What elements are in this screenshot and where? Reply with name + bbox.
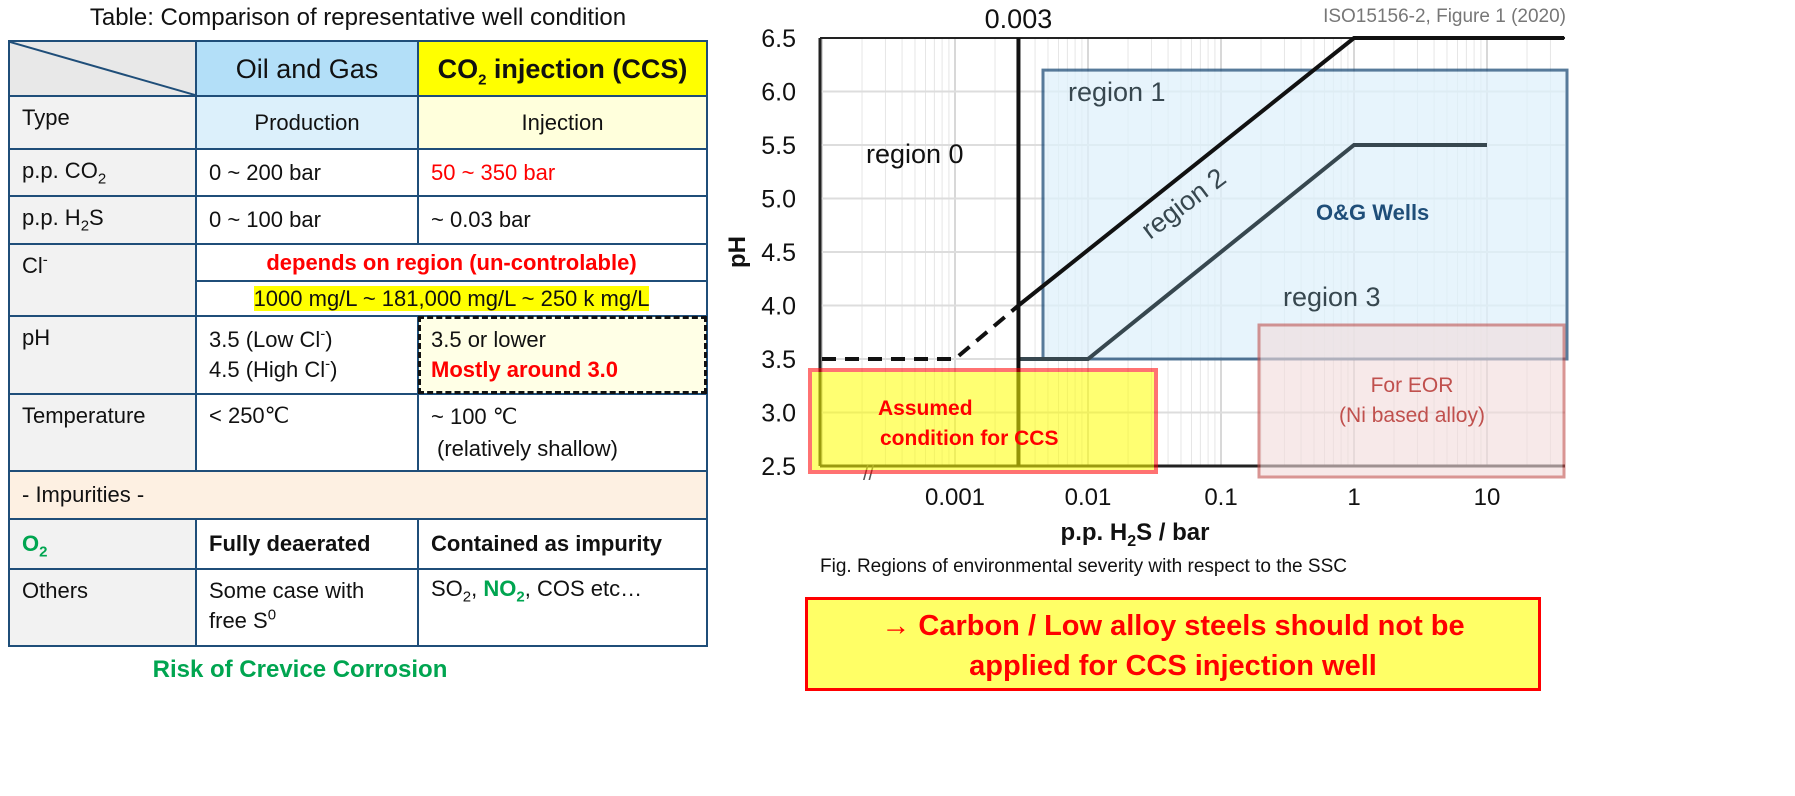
boundary-line — [822, 303, 1020, 361]
cell-oil: 3.5 (Low Cl-) 4.5 (High Cl-) — [195, 315, 419, 395]
y-axis-label: pH — [724, 236, 751, 268]
cell-oil: 0 ~ 200 bar — [195, 148, 419, 197]
cell-oil: Production — [195, 95, 419, 150]
cell-oil: Fully deaerated — [195, 518, 419, 570]
y-tick-label: 3.5 — [761, 346, 796, 374]
callout-line-2: applied for CCS injection well — [969, 650, 1377, 682]
table-row: Temperature < 250℃ ~ 100 ℃ (relatively sh… — [8, 393, 708, 472]
cell-ccs: ~ 100 ℃ (relatively shallow) — [417, 393, 708, 472]
y-tick-label: 4.5 — [761, 239, 796, 267]
cell-ccs: SO2, NO2, COS etc… — [417, 568, 708, 647]
risk-note: Risk of Crevice Corrosion — [152, 656, 448, 683]
figure-caption: Fig. Regions of environmental severity w… — [820, 556, 1347, 577]
impurities-heading: - Impurities - — [8, 470, 708, 520]
region-3-label: region 3 — [1283, 282, 1381, 312]
x-tick-label: 0.01 — [1065, 484, 1112, 511]
source-label: ISO15156-2, Figure 1 (2020) — [1323, 6, 1566, 27]
y-tick-label: 5.5 — [761, 132, 796, 160]
threshold-label: 0.003 — [985, 4, 1053, 34]
ccs-condition-box — [808, 368, 1158, 474]
row-label: p.p. CO2 — [8, 148, 197, 197]
cell-ccs: ~ 0.03 bar — [417, 195, 708, 245]
y-tick-label: 6.5 — [761, 25, 796, 53]
boundary-line — [1017, 36, 1565, 308]
callout-line-1: → Carbon / Low alloy steels should not b… — [881, 610, 1465, 642]
table-row: Cl- depends on region (un-controlable) — [8, 243, 708, 317]
cl-range: 1000 mg/L ~ 181,000 mg/L ~ 250 k mg/L — [253, 285, 650, 311]
cell-ccs: Contained as impurity — [417, 518, 708, 570]
row-label: Type — [8, 95, 197, 150]
x-tick-label: 0.001 — [925, 484, 985, 511]
cl-note: depends on region (un-controlable) — [195, 243, 708, 282]
region-0-label: region 0 — [866, 139, 964, 169]
x-tick-label: 0.1 — [1204, 484, 1237, 511]
eor-box — [1257, 323, 1566, 479]
corner-cell — [8, 40, 197, 97]
table-title: Table: Comparison of representative well… — [89, 4, 627, 31]
region-1-label: region 1 — [1068, 77, 1166, 107]
eor-label-1: For EOR — [1371, 374, 1454, 397]
x-axis-label: p.p. H2S / bar — [1061, 519, 1210, 550]
og-wells-region — [1041, 68, 1569, 361]
table-row: Others Some case with free S0 SO2, NO2, C… — [8, 568, 708, 647]
og-wells-label: O&G Wells — [1316, 200, 1429, 225]
row-label: p.p. H2S — [8, 195, 197, 245]
cell-ccs: 50 ~ 350 bar — [417, 148, 708, 197]
x-tick-label: 10 — [1474, 484, 1501, 511]
eor-label-2: (Ni based alloy) — [1339, 404, 1485, 427]
row-label: pH — [8, 315, 197, 395]
y-tick-label: 4.0 — [761, 293, 796, 321]
diagonal-line — [10, 42, 195, 95]
table-header-row: Oil and Gas CO2 injection (CCS) — [8, 40, 708, 97]
y-tick-label: 3.0 — [761, 400, 796, 428]
row-label: Cl- — [8, 243, 197, 317]
table-row: p.p. CO2 0 ~ 200 bar 50 ~ 350 bar — [8, 148, 708, 197]
ccs-label-1: Assumed — [878, 397, 973, 420]
ccs-label-2: condition for CCS — [880, 427, 1058, 450]
row-label: Others — [8, 568, 197, 647]
boundary-line — [1018, 143, 1487, 361]
conclusion-callout: → Carbon / Low alloy steels should not b… — [805, 597, 1541, 691]
y-tick-label: 2.5 — [761, 453, 796, 481]
table-row: 1000 mg/L ~ 181,000 mg/L ~ 250 k mg/L — [9, 280, 708, 317]
table-row: pH 3.5 (Low Cl-) 4.5 (High Cl-) 3.5 or lo… — [8, 315, 708, 395]
cell-oil: Some case with free S0 — [195, 568, 419, 647]
cell-ccs: 3.5 or lower Mostly around 3.0 — [417, 315, 708, 395]
y-tick-label: 5.0 — [761, 186, 796, 214]
table-row: - Impurities - — [8, 470, 708, 520]
y-tick-label: 6.0 — [761, 79, 796, 107]
header-ccs: CO2 injection (CCS) — [417, 40, 708, 97]
x-tick-label: 1 — [1347, 484, 1360, 511]
cell-oil: < 250℃ — [195, 393, 419, 472]
table-row: p.p. H2S 0 ~ 100 bar ~ 0.03 bar — [8, 195, 708, 245]
row-label: O2 — [8, 518, 197, 570]
table-row: Type Production Injection — [8, 95, 708, 150]
table-row: O2 Fully deaerated Contained as impurity — [8, 518, 708, 570]
comparison-table: Oil and Gas CO2 injection (CCS) Type Pro… — [8, 40, 708, 647]
header-oil-gas: Oil and Gas — [195, 40, 419, 97]
row-label: Temperature — [8, 393, 197, 472]
cell-oil: 0 ~ 100 bar — [195, 195, 419, 245]
cell-ccs: Injection — [417, 95, 708, 150]
